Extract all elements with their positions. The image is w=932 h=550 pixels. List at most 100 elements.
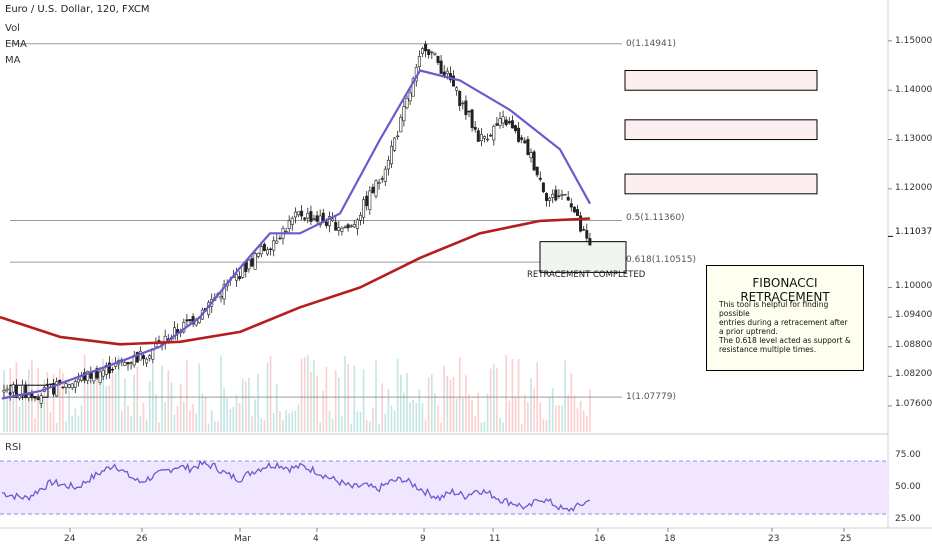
volume-bar xyxy=(319,422,321,432)
volume-bar xyxy=(403,392,405,432)
volume-bar xyxy=(325,366,328,432)
volume-bar xyxy=(452,376,455,432)
volume-bar xyxy=(409,402,411,432)
time-tick: 4 xyxy=(313,534,319,544)
volume-bar xyxy=(279,411,281,432)
rsi-label[interactable]: RSI xyxy=(5,442,22,453)
price-tick: 1.10000 xyxy=(895,281,932,291)
volume-bar xyxy=(111,358,114,432)
candle-body xyxy=(318,215,322,226)
volume-bar xyxy=(545,419,548,432)
candle-body xyxy=(259,246,263,255)
volume-bar xyxy=(477,393,480,432)
fib-label-0618: 0.618(1.10515) xyxy=(626,255,697,265)
candle-body xyxy=(86,370,90,381)
volume-bar xyxy=(167,370,170,432)
volume-bar xyxy=(431,374,433,432)
time-tick: 24 xyxy=(64,534,76,544)
volume-bar xyxy=(524,394,526,432)
candle-body xyxy=(563,194,567,196)
volume-bar xyxy=(483,421,486,432)
candle-body xyxy=(396,135,400,138)
volume-bar xyxy=(276,384,278,432)
candle-body xyxy=(309,211,313,222)
volume-bar xyxy=(251,416,253,432)
candle-body xyxy=(324,221,328,226)
volume-bar xyxy=(201,393,204,432)
indicator-ma[interactable]: MA xyxy=(5,55,21,66)
volume-bar xyxy=(465,375,467,432)
candle-body xyxy=(433,52,437,55)
volume-bar xyxy=(288,413,290,432)
volume-bar xyxy=(21,392,24,432)
volume-bar xyxy=(142,402,145,432)
candle-body xyxy=(278,237,282,240)
candle-body xyxy=(275,240,279,244)
candle-body xyxy=(541,182,545,193)
candle-body xyxy=(507,121,511,124)
volume-bar xyxy=(344,356,346,432)
candle-body xyxy=(14,384,18,397)
candle-body xyxy=(185,319,189,322)
candle-body xyxy=(129,362,133,364)
volume-bar xyxy=(294,410,297,432)
info-box-title: FIBONACCI RETRACEMENT xyxy=(740,276,830,304)
indicator-ema[interactable]: EMA xyxy=(5,39,27,50)
volume-bar xyxy=(130,416,132,432)
candle-body xyxy=(262,243,266,251)
volume-bar xyxy=(18,406,21,432)
volume-bar xyxy=(12,385,15,432)
volume-bar xyxy=(52,373,55,432)
candle-body xyxy=(362,199,366,218)
volume-bar xyxy=(238,403,241,432)
volume-bar xyxy=(372,408,374,432)
volume-bar xyxy=(245,381,247,432)
candle-body xyxy=(135,352,139,363)
candle-body xyxy=(36,398,40,401)
time-tick: 18 xyxy=(664,534,676,544)
candle-body xyxy=(551,193,555,198)
volume-bar xyxy=(551,388,554,432)
current-price-label: 1.11037 xyxy=(893,226,932,238)
candle-body xyxy=(420,48,424,54)
candle-body xyxy=(579,215,583,232)
volume-bar xyxy=(263,419,266,432)
volume-bar xyxy=(446,375,449,432)
candle-body xyxy=(572,206,576,213)
candle-body xyxy=(529,152,533,159)
indicator-vol[interactable]: Vol xyxy=(5,23,20,34)
candle-body xyxy=(107,362,111,374)
candle-body xyxy=(588,238,592,246)
volume-bar xyxy=(353,365,356,432)
volume-bar xyxy=(378,423,380,432)
volume-bar xyxy=(579,400,582,432)
volume-bar xyxy=(43,379,46,432)
candle-body xyxy=(315,215,319,222)
volume-bar xyxy=(530,378,532,432)
volume-bar xyxy=(570,373,573,432)
volume-bar xyxy=(183,401,185,432)
volume-bar xyxy=(49,411,52,432)
candle-body xyxy=(343,226,347,229)
volume-bar xyxy=(434,393,436,432)
volume-bar xyxy=(589,389,591,432)
volume-bar xyxy=(121,410,123,432)
price-tick: 1.15000 xyxy=(895,36,932,46)
candle-body xyxy=(405,98,409,109)
candle-body xyxy=(138,350,142,361)
volume-bar xyxy=(210,410,213,432)
volume-bar xyxy=(254,399,256,432)
candle-body xyxy=(535,166,539,176)
candle-body xyxy=(575,209,579,216)
candle-body xyxy=(95,368,99,379)
candle-body xyxy=(371,186,375,193)
volume-bar xyxy=(179,383,182,432)
volume-bar xyxy=(24,379,27,432)
moving-averages xyxy=(0,69,591,400)
candle-body xyxy=(374,180,378,197)
candle-body xyxy=(560,194,564,196)
candle-body xyxy=(380,178,384,180)
candle-body xyxy=(566,196,570,201)
volume-bar xyxy=(415,402,418,432)
